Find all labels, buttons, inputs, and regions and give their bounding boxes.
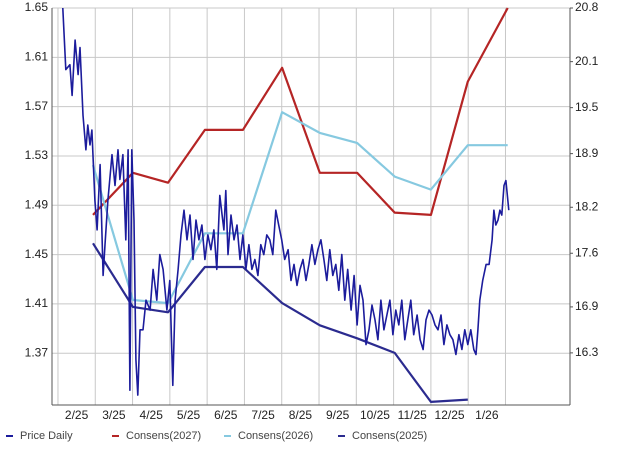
- y-tick-label: 1.57: [25, 99, 49, 113]
- x-tick-label: 9/25: [326, 408, 350, 422]
- y-tick-label: 1.41: [25, 296, 49, 310]
- series-line: [62, 7, 510, 396]
- y2-tick-label: 20.8: [575, 0, 599, 14]
- series-line: [92, 242, 468, 403]
- legend-label: Consens(2025): [352, 430, 427, 442]
- series-line: [91, 111, 508, 305]
- y2-tick-label: 18.2: [575, 199, 599, 213]
- series-line: [92, 7, 509, 216]
- legend-label: Consens(2026): [238, 430, 313, 442]
- y-tick-label: 1.61: [25, 49, 49, 63]
- x-tick-label: 6/25: [214, 408, 238, 422]
- x-tick-label: 4/25: [140, 408, 164, 422]
- y2-tick-label: 19.5: [575, 100, 599, 114]
- x-tick-label: 7/25: [251, 408, 275, 422]
- y-tick-label: 1.53: [25, 148, 49, 162]
- x-tick-label: 3/25: [102, 408, 126, 422]
- x-tick-label: 10/25: [360, 408, 390, 422]
- y-tick-label: 1.65: [25, 0, 49, 14]
- x-tick-label: 8/25: [289, 408, 313, 422]
- y2-tick-label: 16.3: [575, 345, 599, 359]
- y-tick-label: 1.49: [25, 197, 49, 211]
- x-tick-label: 12/25: [435, 408, 465, 422]
- x-tick-label: 5/25: [177, 408, 201, 422]
- legend-label: Price Daily: [20, 430, 73, 442]
- x-tick-label: 2/25: [65, 408, 89, 422]
- y2-tick-label: 18.9: [575, 146, 599, 160]
- y2-tick-label: 17.6: [575, 245, 599, 259]
- y2-tick-label: 20.1: [575, 54, 599, 68]
- y2-tick-label: 16.9: [575, 299, 599, 313]
- y-tick-label: 1.45: [25, 247, 49, 261]
- y-tick-label: 1.37: [25, 345, 49, 359]
- x-tick-label: 1/26: [475, 408, 499, 422]
- x-tick-label: 11/25: [398, 408, 427, 422]
- legend-label: Consens(2027): [126, 430, 201, 442]
